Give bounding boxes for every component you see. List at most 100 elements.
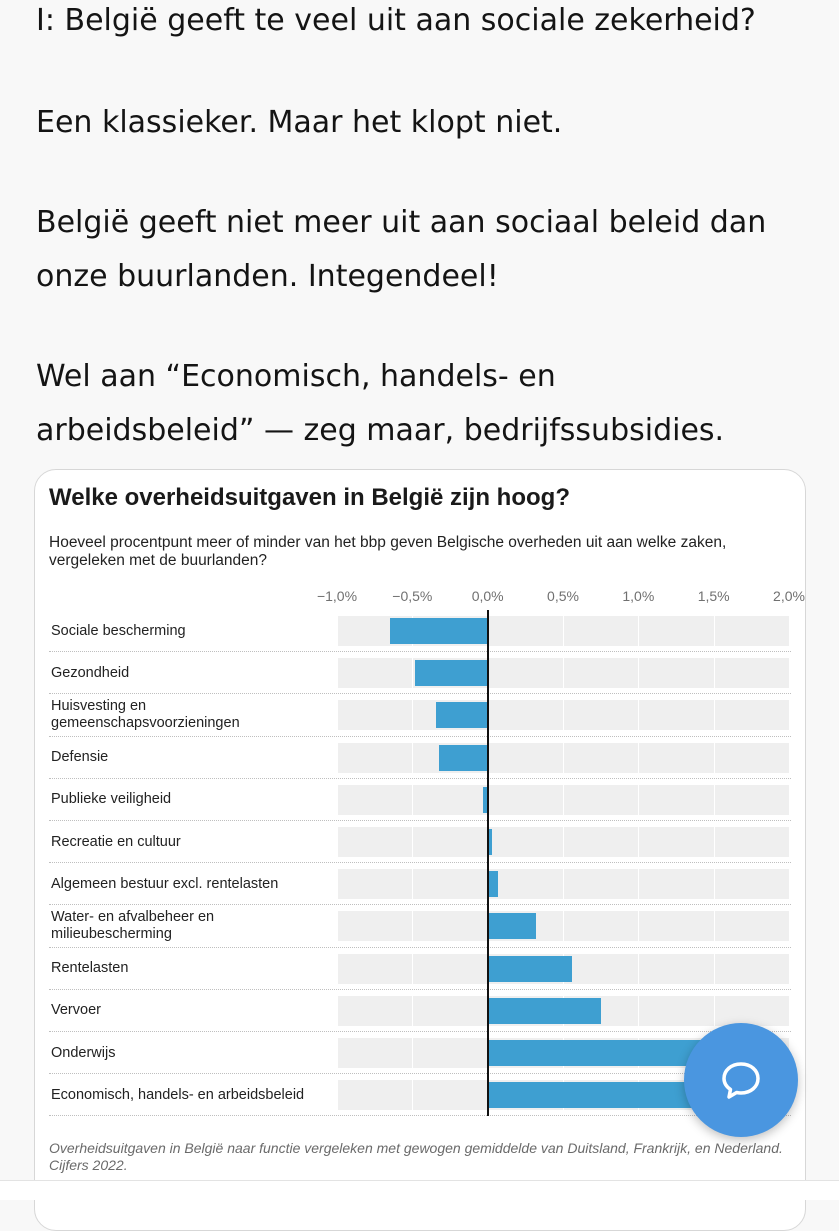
grid-line — [337, 869, 338, 900]
grid-line — [563, 784, 564, 815]
grid-line — [638, 827, 640, 858]
grid-line — [713, 742, 715, 773]
x-tick-label: 0,5% — [547, 588, 579, 604]
grid-line — [638, 616, 640, 647]
row-separator — [49, 819, 791, 821]
speech-bubble-icon — [722, 1062, 760, 1099]
x-tick-label: −0,5% — [392, 588, 433, 604]
grid-line — [563, 869, 564, 900]
grid-line — [563, 827, 564, 858]
category-label: Gezondheid — [51, 664, 130, 681]
data-bar — [487, 871, 499, 898]
post-paragraph-1: I: België geeft te veel uit aan sociale … — [36, 3, 756, 38]
data-bar — [487, 997, 601, 1024]
row-separator — [49, 693, 791, 695]
chart-title: Welke overheidsuitgaven in België zijn h… — [49, 484, 570, 511]
row-separator — [49, 988, 791, 990]
grid-line — [789, 700, 790, 731]
grid-line — [713, 995, 715, 1026]
grid-line — [638, 911, 640, 942]
grid-line — [713, 658, 715, 689]
grid-line — [638, 658, 640, 689]
category-label: Publieke veiligheid — [51, 791, 172, 808]
grid-line — [789, 995, 790, 1026]
grid-line — [638, 784, 640, 815]
data-bar — [487, 913, 536, 940]
zero-axis-line — [486, 610, 489, 1117]
post-paragraph-4: Wel aan “Economisch, handels- en arbeids… — [36, 359, 725, 448]
grid-line — [713, 869, 715, 900]
x-axis-ticks: −1,0% −0,5% 0,0% 0,5% 1,0% 1,5% 2,0% — [35, 588, 805, 608]
grid-line — [337, 742, 338, 773]
category-label: Sociale bescherming — [51, 622, 186, 639]
category-label: Huisvesting en gemeenschapsvoorzieningen — [51, 698, 240, 732]
grid-line — [563, 658, 564, 689]
chart-row: Onderwijs — [49, 1032, 791, 1075]
x-tick-label: 0,0% — [471, 588, 504, 604]
grid-line — [337, 1038, 338, 1069]
grid-line — [713, 700, 715, 731]
chart-row: Recreatie en cultuur — [49, 821, 791, 864]
grid-line — [412, 995, 414, 1026]
grid-line — [563, 911, 564, 942]
grid-line — [412, 869, 414, 900]
grid-line — [713, 616, 715, 647]
data-bar — [483, 786, 488, 813]
x-tick-label: −1,0% — [316, 588, 358, 604]
chart-card[interactable]: Welke overheidsuitgaven in België zijn h… — [34, 469, 806, 1231]
data-bar — [415, 660, 488, 687]
row-separator — [49, 862, 791, 864]
grid-line — [563, 742, 564, 773]
grid-line — [713, 827, 715, 858]
grid-line — [638, 953, 640, 984]
grid-line — [412, 784, 414, 815]
post-paragraph-2: Een klassieker. Maar het klopt niet. — [36, 105, 563, 140]
row-separator — [49, 735, 791, 737]
chart-row: Huisvesting en gemeenschapsvoorzieningen — [49, 694, 791, 737]
grid-line — [713, 911, 715, 942]
data-bar — [487, 829, 493, 856]
grid-line — [789, 784, 790, 815]
chart-row: Sociale bescherming — [49, 610, 791, 653]
grid-line — [337, 995, 338, 1026]
row-separator — [49, 1030, 791, 1032]
grid-line — [337, 616, 338, 647]
row-separator — [49, 1073, 791, 1075]
row-separator — [49, 946, 791, 948]
grid-line — [638, 742, 640, 773]
category-label: Algemeen bestuur excl. rentelasten — [51, 875, 279, 892]
chart-row: Rentelasten — [49, 948, 791, 990]
grid-line — [638, 700, 640, 731]
grid-line — [412, 911, 414, 942]
chart-row: Defensie — [49, 737, 791, 779]
chart-row: Water- en afvalbeheer en milieubeschermi… — [49, 905, 791, 948]
grid-line — [412, 1038, 414, 1069]
grid-line — [337, 1080, 338, 1111]
row-separator — [49, 904, 791, 906]
grid-line — [713, 953, 715, 984]
grid-line — [412, 827, 414, 858]
chart-row: Economisch, handels- en arbeidsbeleid — [49, 1074, 791, 1117]
post-paragraph-3: België geeft niet meer uit aan sociaal b… — [36, 205, 767, 294]
row-separator — [49, 1115, 791, 1117]
category-label: Onderwijs — [51, 1044, 116, 1061]
grid-line — [337, 911, 338, 942]
grid-line — [789, 658, 790, 689]
category-label: Defensie — [51, 749, 109, 766]
chart-subtitle: Hoeveel procentpunt meer of minder van h… — [49, 534, 727, 569]
grid-line — [789, 827, 790, 858]
chart-row: Algemeen bestuur excl. rentelasten — [49, 863, 791, 906]
data-bar — [487, 1040, 707, 1067]
row-separator — [49, 777, 791, 779]
x-tick-label: 1,5% — [697, 588, 730, 604]
grid-line — [337, 827, 338, 858]
grid-line — [412, 742, 414, 773]
x-tick-label: 2,0% — [773, 588, 805, 604]
data-bar — [389, 618, 488, 645]
chart-caption: Overheidsuitgaven in België naar functie… — [49, 1140, 783, 1173]
grid-line — [412, 658, 414, 689]
data-bar — [487, 955, 573, 982]
grid-line — [638, 995, 640, 1026]
data-bar — [439, 744, 488, 771]
reply-button[interactable] — [684, 1023, 798, 1137]
